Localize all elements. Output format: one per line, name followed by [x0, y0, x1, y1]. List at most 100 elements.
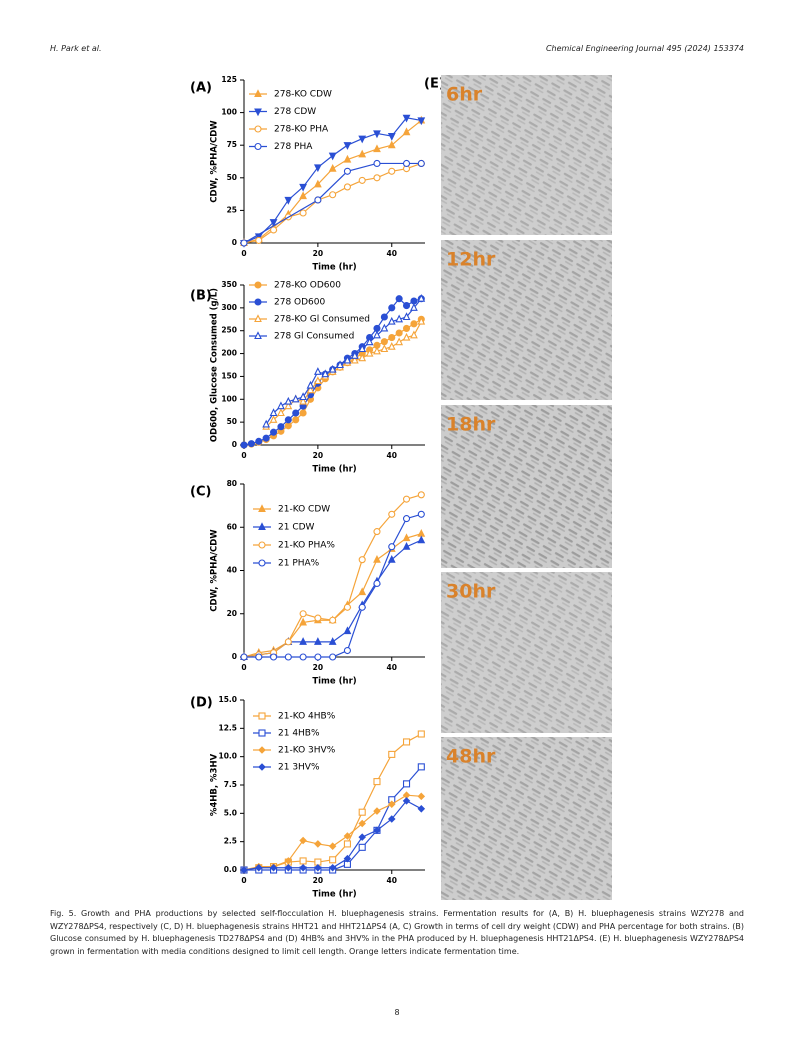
legend-marker — [254, 298, 262, 306]
legend-label: 21 PHA% — [278, 559, 320, 569]
panel-label: (A) — [190, 81, 212, 96]
marker — [299, 637, 307, 645]
micrograph-texture — [441, 572, 612, 733]
legend-label: 21 3HV% — [278, 763, 320, 773]
marker — [417, 535, 426, 544]
legend-marker — [258, 729, 266, 737]
legend-marker — [254, 331, 262, 340]
micrograph-texture — [441, 240, 612, 400]
marker — [350, 355, 359, 364]
y-tick-label: 7.5 — [224, 780, 237, 789]
marker — [328, 163, 337, 172]
marker — [365, 337, 374, 346]
marker — [373, 130, 381, 139]
micrograph-texture — [441, 405, 612, 568]
marker — [417, 293, 426, 302]
marker — [343, 167, 351, 175]
time-label: 18hr — [446, 414, 496, 436]
marker — [373, 528, 381, 536]
time-label: 30hr — [446, 581, 496, 603]
marker — [343, 154, 352, 163]
marker — [417, 316, 426, 325]
marker — [350, 351, 359, 359]
marker — [358, 603, 366, 611]
marker — [417, 117, 426, 126]
marker — [343, 355, 352, 364]
marker — [373, 324, 381, 332]
x-tick-label: 40 — [387, 876, 397, 885]
marker — [292, 409, 300, 417]
x-axis-title: Time (hr) — [312, 263, 356, 273]
marker — [343, 142, 352, 150]
marker — [299, 610, 307, 618]
panel-label: (E) — [424, 77, 445, 92]
x-tick-label: 40 — [387, 451, 397, 460]
marker — [387, 316, 396, 325]
marker — [402, 127, 411, 136]
legend-marker — [254, 314, 262, 323]
legend-marker — [258, 504, 266, 513]
time-label: 12hr — [446, 249, 496, 271]
marker — [387, 815, 396, 823]
legend-label: 278-KO PHA — [274, 125, 329, 135]
marker — [373, 554, 381, 563]
marker — [314, 863, 322, 872]
marker — [410, 303, 418, 311]
x-tick-label: 40 — [387, 663, 397, 672]
marker — [255, 653, 263, 661]
marker — [373, 159, 381, 168]
marker — [328, 152, 337, 161]
marker — [373, 579, 381, 588]
marker — [313, 367, 322, 375]
x-tick-label: 0 — [241, 876, 246, 885]
y-tick-label: 15.0 — [218, 695, 237, 704]
y-tick-label: 5.0 — [224, 808, 237, 817]
marker — [277, 401, 285, 410]
legend-marker — [254, 89, 262, 98]
x-tick-label: 20 — [313, 663, 323, 672]
marker — [314, 614, 322, 622]
marker — [299, 863, 307, 872]
legend-label: 278 PHA — [274, 142, 313, 152]
marker — [284, 857, 293, 865]
running-journal: Chemical Engineering Journal 495 (2024) … — [545, 44, 744, 53]
marker — [269, 219, 278, 227]
legend-label: 21 CDW — [278, 523, 315, 533]
marker — [270, 428, 278, 436]
y-tick-label: 125 — [221, 75, 237, 84]
marker — [299, 191, 307, 200]
marker — [373, 346, 381, 355]
series-line — [265, 321, 422, 428]
x-tick-label: 20 — [313, 451, 323, 460]
marker — [240, 239, 248, 247]
time-label: 6hr — [446, 84, 483, 106]
marker — [410, 297, 418, 305]
marker — [402, 332, 411, 341]
marker — [299, 617, 307, 626]
series-line — [265, 298, 422, 425]
marker — [387, 341, 396, 350]
marker — [417, 805, 426, 813]
marker — [299, 392, 307, 401]
marker — [314, 653, 322, 661]
marker — [277, 423, 285, 431]
marker — [328, 637, 337, 645]
marker — [343, 626, 352, 635]
page-number: 8 — [394, 1008, 400, 1017]
marker — [299, 653, 307, 661]
series-line — [244, 513, 422, 658]
marker — [402, 302, 411, 310]
y-axis-title: %4HB, %3HV — [210, 753, 220, 816]
y-tick-label: 0 — [232, 440, 237, 449]
legend-marker — [258, 763, 266, 771]
marker — [373, 330, 381, 339]
marker — [358, 556, 366, 564]
marker — [402, 324, 411, 332]
marker — [395, 329, 403, 337]
x-tick-label: 0 — [241, 663, 246, 672]
marker — [380, 313, 388, 321]
marker — [328, 364, 337, 373]
y-tick-label: 300 — [221, 303, 237, 312]
time-label: 48hr — [446, 746, 496, 768]
